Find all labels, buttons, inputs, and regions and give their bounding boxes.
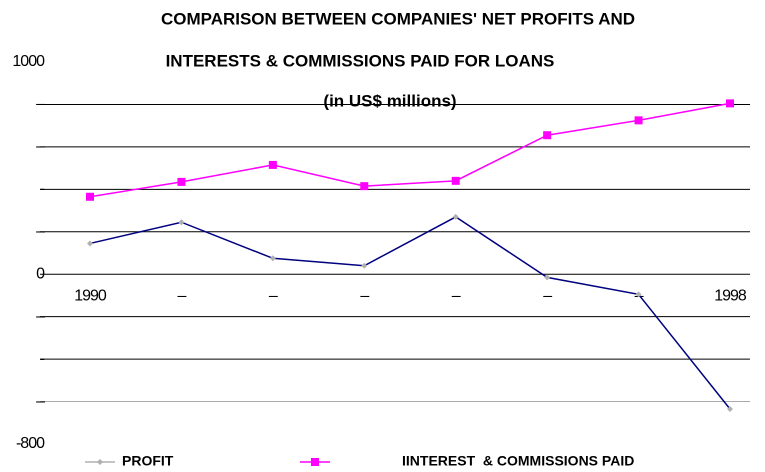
data-point <box>177 177 186 186</box>
chart-title-line2: INTERESTS & COMMISSIONS PAID FOR LOANS <box>166 51 555 70</box>
chart-title: COMPARISON BETWEEN COMPANIES' NET PROFIT… <box>161 9 635 28</box>
legend-marker <box>97 459 103 465</box>
legend-label: IINTEREST & COMMISSIONS PAID <box>402 453 634 469</box>
data-point <box>634 116 643 125</box>
data-point <box>268 160 277 169</box>
y-tick-label: 0 <box>36 265 45 282</box>
data-point <box>269 255 276 262</box>
legend-marker <box>311 458 319 466</box>
data-point <box>361 262 368 269</box>
y-tick-label: – <box>36 138 45 155</box>
y-tick-label: - <box>40 350 45 367</box>
y-tick-label: – <box>36 308 45 325</box>
y-tick-label: – <box>36 96 45 113</box>
x-tick-label: – <box>269 287 278 304</box>
x-tick-label: – <box>543 287 552 304</box>
x-tick-label: 1990 <box>74 287 107 304</box>
y-tick-label: -800 <box>16 435 45 452</box>
data-point <box>360 182 369 191</box>
y-tick-label: - <box>40 181 45 198</box>
x-tick-label: – <box>360 287 369 304</box>
data-point <box>86 192 94 201</box>
x-tick-label: 1998 <box>714 287 747 304</box>
data-point <box>635 291 642 298</box>
data-point <box>451 176 460 185</box>
chart-subtitle: (in US$ millions) <box>323 91 456 110</box>
data-point <box>543 131 552 140</box>
x-tick-label: – <box>452 287 461 304</box>
x-tick-label: – <box>177 287 186 304</box>
data-point <box>178 219 185 226</box>
y-tick-label: – <box>36 223 45 240</box>
data-point <box>452 213 459 220</box>
y-tick-label: 1000 <box>12 53 45 70</box>
data-point <box>726 99 734 108</box>
data-point <box>727 405 733 412</box>
data-point <box>544 274 551 281</box>
y-tick-label: – <box>36 393 45 410</box>
data-point <box>87 240 93 247</box>
series-line <box>89 216 731 410</box>
legend-label: PROFIT <box>122 453 174 469</box>
series-line <box>89 102 731 198</box>
